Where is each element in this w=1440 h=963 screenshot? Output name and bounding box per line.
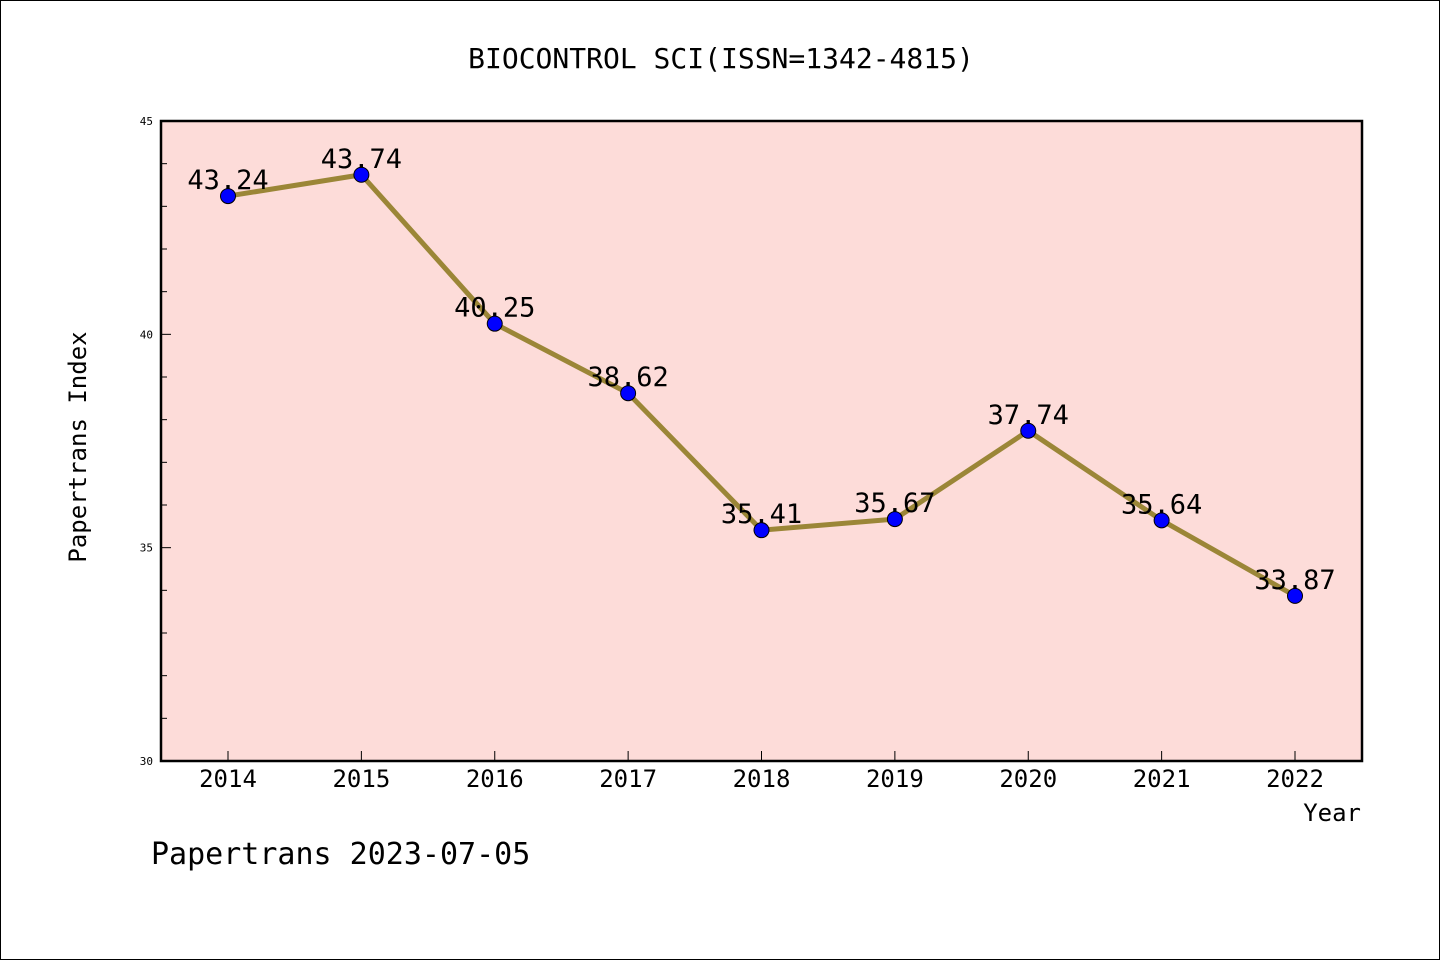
data-label: 35.67	[854, 488, 935, 519]
data-labels: 43.24 43.74 40.25 38.62 35.41 35.67 37.74 35.64…	[187, 144, 1335, 596]
y-tick-label: 30	[140, 755, 153, 768]
data-point	[353, 166, 370, 183]
data-point	[486, 315, 503, 332]
x-tick-label: 2017	[599, 765, 657, 793]
data-label: 40.25	[454, 293, 535, 324]
x-tick-label: 2014	[199, 765, 257, 793]
x-tick-label: 2015	[332, 765, 390, 793]
data-label: 43.24	[187, 165, 268, 196]
data-point	[1020, 422, 1037, 439]
y-axis-label: Papertrans Index	[64, 331, 92, 562]
data-label: 43.74	[321, 144, 402, 175]
y-axis: 30 35 40 45	[140, 115, 171, 768]
x-tick-label: 2020	[999, 765, 1057, 793]
x-axis-label: Year	[1303, 799, 1361, 827]
data-point	[620, 385, 637, 402]
footer-text: Papertrans 2023-07-05	[151, 837, 530, 872]
x-tick-label: 2019	[866, 765, 924, 793]
y-tick-label: 45	[140, 115, 153, 128]
data-point	[1287, 587, 1303, 604]
x-axis: 2014 2015 2016 2017 2018 2019 2020 2021 2022	[199, 751, 1324, 793]
x-tick-label: 2016	[466, 765, 524, 793]
data-point	[886, 511, 903, 528]
data-point	[753, 522, 770, 539]
x-tick-label: 2021	[1133, 765, 1191, 793]
data-label: 33.87	[1254, 565, 1335, 596]
chart-title: BIOCONTROL SCI(ISSN=1342-4815)	[468, 42, 974, 75]
y-tick-label: 40	[140, 328, 153, 341]
data-markers	[220, 166, 1303, 604]
x-tick-label: 2018	[733, 765, 791, 793]
data-label: 35.64	[1121, 489, 1202, 520]
data-label: 38.62	[587, 362, 668, 393]
x-tick-label: 2022	[1266, 765, 1324, 793]
data-point	[220, 188, 236, 205]
data-label: 35.41	[721, 499, 802, 530]
plot-area	[159, 119, 1364, 763]
data-point	[1153, 512, 1170, 529]
y-tick-label: 35	[140, 542, 153, 555]
data-label: 37.74	[988, 400, 1069, 431]
